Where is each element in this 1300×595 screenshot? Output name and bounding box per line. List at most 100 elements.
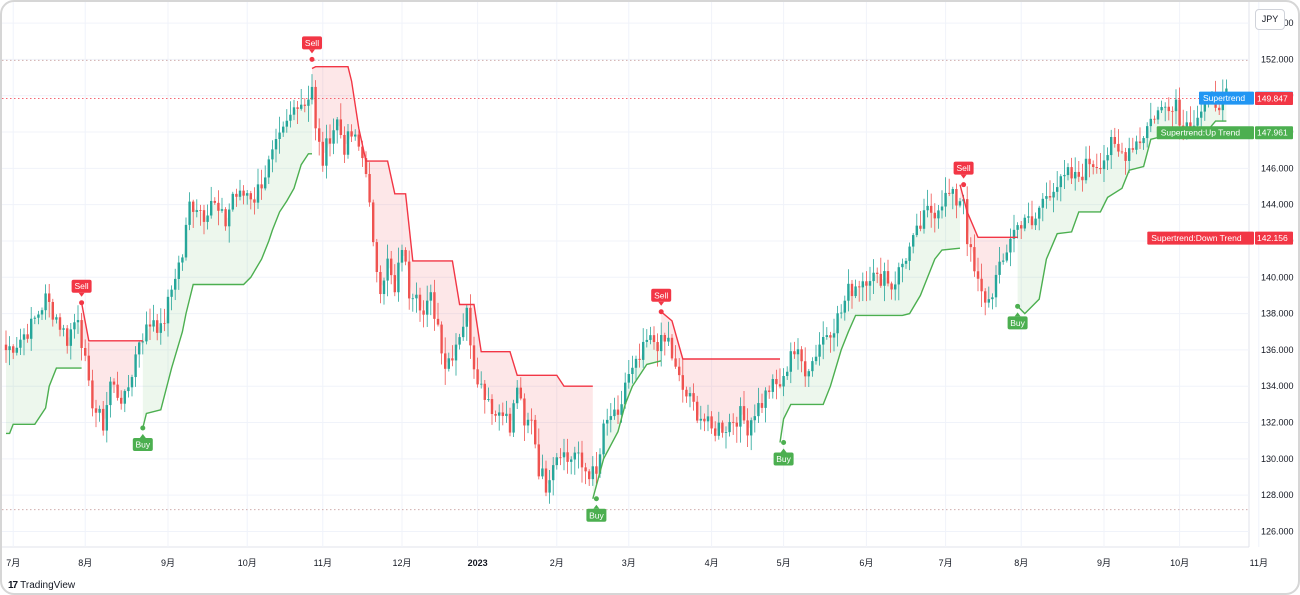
- candle-body: [1102, 160, 1106, 170]
- candle-body: [181, 257, 184, 263]
- sell-signal-label: Sell: [75, 281, 89, 291]
- candle-body: [1160, 107, 1163, 111]
- price-tag-name: Supertrend:Up Trend: [1161, 128, 1241, 138]
- candle-body: [775, 378, 778, 385]
- candle-body: [1023, 217, 1026, 229]
- candle-body: [930, 205, 933, 213]
- candle-body: [523, 398, 526, 426]
- sell-label-pointer: [658, 301, 665, 306]
- candle-body: [321, 141, 324, 166]
- currency-badge[interactable]: JPY: [1255, 9, 1285, 30]
- candle-body: [984, 291, 987, 303]
- candle-body: [714, 428, 717, 436]
- candle-body: [1088, 158, 1091, 165]
- candle-body: [544, 468, 548, 493]
- candle-body: [94, 408, 98, 413]
- candle-body: [256, 184, 260, 203]
- candle-body: [69, 329, 72, 346]
- candle-body: [1164, 106, 1167, 108]
- candle-body: [580, 452, 584, 468]
- candle-body: [339, 119, 342, 136]
- candle-body: [616, 409, 620, 415]
- price-tag-name: Supertrend:Down Trend: [1151, 233, 1242, 243]
- buy-signal-label: Buy: [776, 454, 791, 464]
- candle-body: [764, 390, 767, 408]
- candle-body: [940, 206, 944, 211]
- y-tick-label: 140.000: [1261, 272, 1294, 282]
- candle-body: [156, 320, 159, 333]
- candle-body: [541, 468, 544, 477]
- candle-body: [1066, 167, 1070, 176]
- candle-body: [1005, 252, 1008, 261]
- candle-body: [724, 432, 728, 433]
- sell-marker-dot: [79, 300, 85, 306]
- candle-body: [847, 283, 850, 301]
- candle-body: [40, 310, 44, 315]
- candle-body: [1110, 137, 1113, 156]
- down-trend-fill: [661, 311, 780, 433]
- supertrend-lines: [6, 66, 1227, 499]
- candle-body: [364, 158, 368, 175]
- candle-body: [62, 328, 65, 330]
- candle-body: [303, 104, 306, 106]
- candle-body: [296, 107, 299, 109]
- candle-body: [361, 146, 364, 159]
- candle-body: [627, 373, 630, 383]
- grid: [2, 2, 1260, 548]
- tradingview-brand[interactable]: 17 TradingView: [8, 580, 75, 591]
- candle-body: [1027, 216, 1030, 218]
- candle-body: [876, 272, 879, 274]
- candle-body: [422, 310, 425, 315]
- candle-body: [1146, 126, 1149, 139]
- up-trend-fill: [1017, 90, 1227, 314]
- supertrend-up-line: [592, 360, 662, 499]
- candle-body: [861, 281, 864, 288]
- price-tag-value: 149.847: [1257, 93, 1288, 103]
- candle-body: [163, 323, 166, 325]
- candle-body: [87, 355, 90, 381]
- candle-body: [217, 202, 220, 211]
- candle-body: [948, 192, 951, 194]
- candle-body: [415, 294, 418, 299]
- x-tick-label: 6月: [859, 558, 873, 568]
- candle-body: [958, 201, 962, 206]
- candle-body: [105, 405, 108, 431]
- candle-body: [793, 351, 796, 355]
- candle-body: [778, 384, 782, 387]
- price-tag-value-bg: [1255, 126, 1293, 140]
- candle-body: [210, 200, 213, 216]
- candle-body: [282, 126, 285, 133]
- candle-body: [393, 275, 396, 293]
- candle-body: [109, 381, 112, 406]
- candle-body: [260, 184, 263, 189]
- candle-body: [505, 413, 508, 417]
- candle-body: [1077, 171, 1080, 177]
- candle-body: [753, 416, 756, 421]
- candle-body: [350, 131, 353, 137]
- candle-body: [15, 347, 18, 353]
- price-tag-value: 147.961: [1257, 128, 1288, 138]
- candle-body: [840, 312, 843, 314]
- candle-body: [548, 480, 551, 493]
- candle-body: [249, 193, 252, 200]
- candle-body: [670, 337, 674, 359]
- candle-body: [1009, 238, 1012, 253]
- buy-marker-dot: [140, 425, 146, 431]
- sell-label-pointer: [960, 174, 967, 179]
- candle-body: [634, 358, 638, 368]
- candle-body: [130, 377, 134, 388]
- supertrend-up-line: [142, 153, 312, 429]
- candle-body: [487, 399, 490, 400]
- candle-body: [343, 135, 346, 155]
- candle-body: [530, 419, 533, 421]
- x-tick-label: 7月: [6, 558, 20, 568]
- candle-body: [1016, 225, 1019, 230]
- candle-body: [850, 283, 854, 297]
- candle-body: [652, 335, 656, 343]
- price-tag-name-bg: [1156, 126, 1254, 140]
- candle-body: [253, 199, 256, 203]
- candle-body: [224, 209, 227, 227]
- candle-body: [26, 334, 29, 339]
- candle-body: [721, 422, 724, 433]
